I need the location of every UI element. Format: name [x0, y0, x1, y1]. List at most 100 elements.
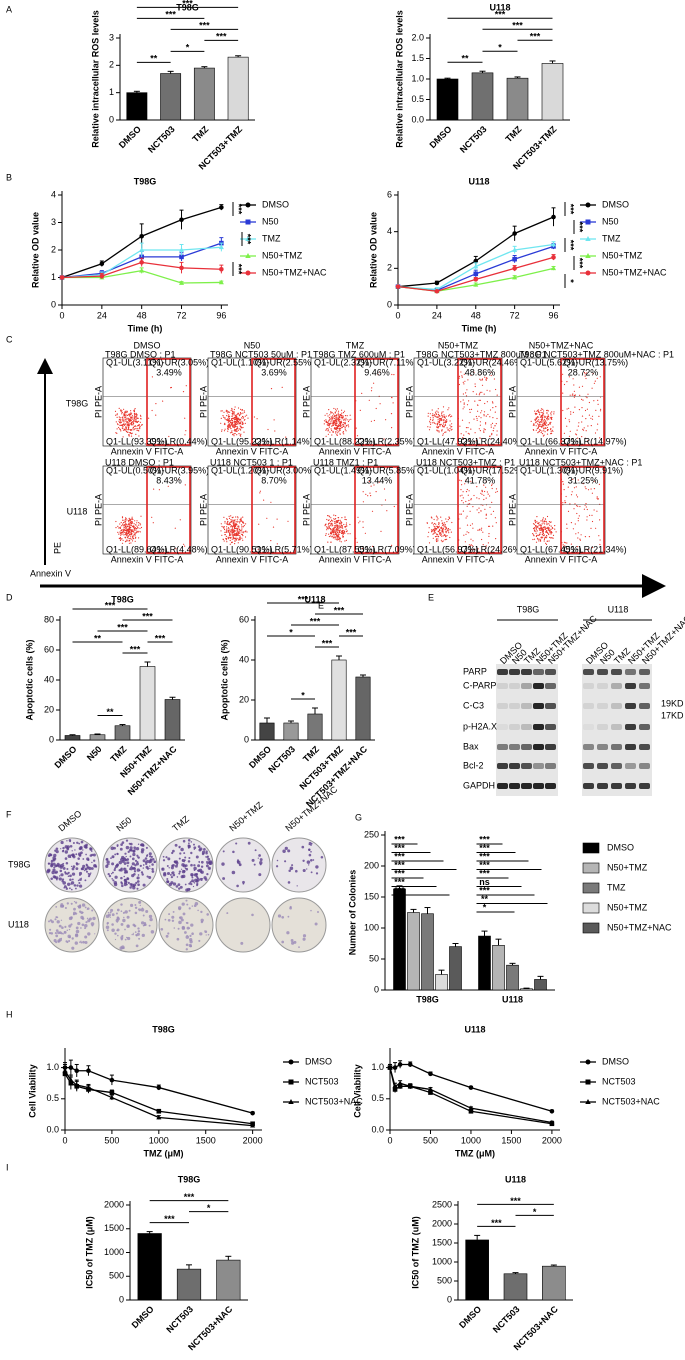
colony: [302, 859, 305, 862]
colony: [186, 926, 190, 930]
event-dot: [334, 520, 336, 522]
event-dot: [344, 526, 346, 528]
event-dot: [532, 538, 534, 541]
event-dot: [226, 526, 228, 528]
event-dot: [236, 414, 238, 416]
bar: [407, 912, 420, 991]
band: [597, 683, 608, 689]
event-dot: [495, 388, 497, 391]
event-dot: [437, 536, 440, 538]
colony: [174, 843, 178, 847]
event-dot: [478, 511, 480, 514]
colony: [114, 853, 117, 856]
event-dot: [571, 394, 573, 396]
event-dot: [591, 520, 594, 523]
colony: [320, 856, 324, 859]
colony: [184, 883, 187, 886]
quadrant-label: Q1-UR(7.11%): [358, 357, 417, 367]
band: [509, 744, 520, 750]
quadrant-label: Q1-UR(13.75%): [564, 357, 629, 367]
band: [521, 683, 532, 689]
event-dot: [491, 401, 494, 403]
event-dot: [541, 418, 544, 420]
event-dot: [338, 524, 340, 527]
event-dot: [240, 518, 242, 520]
data-point: [139, 260, 144, 265]
event-dot: [338, 527, 340, 529]
event-dot: [567, 486, 569, 488]
band: [639, 703, 650, 709]
significance-label: ***: [216, 32, 227, 42]
event-dot: [463, 402, 465, 404]
x-axis-label: TMZ (μM): [455, 1148, 495, 1158]
event-dot: [445, 532, 447, 534]
colony: [48, 869, 51, 872]
event-dot: [347, 533, 349, 535]
event-dot: [391, 544, 393, 547]
event-dot: [446, 535, 448, 537]
event-dot: [587, 440, 589, 442]
event-dot: [124, 418, 126, 420]
event-dot: [235, 420, 237, 422]
event-dot: [585, 503, 587, 505]
significance-label: ***: [394, 851, 405, 861]
event-dot: [597, 399, 599, 401]
event-dot: [595, 409, 597, 411]
event-dot: [442, 522, 444, 524]
colony: [85, 864, 89, 867]
event-dot: [128, 542, 130, 544]
event-dot: [223, 416, 225, 418]
colony: [138, 937, 141, 940]
bar: [64, 735, 81, 741]
event-dot: [220, 530, 222, 532]
colony: [199, 868, 203, 872]
event-dot: [599, 376, 601, 378]
event-dot: [340, 523, 342, 525]
event-dot: [445, 535, 447, 538]
event-dot: [130, 525, 132, 527]
event-dot: [536, 416, 539, 418]
band: [497, 763, 508, 769]
event-dot: [333, 528, 335, 530]
event-dot: [484, 490, 486, 493]
event-dot: [442, 535, 444, 537]
colony: [68, 838, 72, 842]
event-dot: [129, 414, 131, 416]
event-dot: [485, 514, 487, 516]
event-dot: [533, 523, 536, 525]
event-dot: [472, 506, 474, 508]
event-dot: [236, 428, 238, 431]
event-dot: [333, 407, 335, 410]
event-dot: [233, 531, 235, 533]
colony: [178, 870, 182, 873]
event-dot: [128, 528, 130, 530]
event-dot: [591, 415, 594, 417]
event-dot: [471, 549, 473, 551]
significance-label: ***: [184, 1192, 195, 1202]
colony: [288, 869, 291, 873]
colony: [171, 915, 175, 919]
event-dot: [391, 427, 393, 429]
event-dot: [341, 427, 343, 429]
event-dot: [485, 481, 487, 483]
event-dot: [230, 519, 232, 521]
colony: [88, 866, 92, 871]
event-dot: [540, 525, 542, 527]
event-dot: [140, 415, 142, 417]
event-dot: [332, 520, 334, 522]
event-dot: [177, 478, 180, 480]
event-dot: [431, 522, 433, 524]
event-dot: [367, 495, 369, 497]
colony: [187, 844, 191, 849]
colony: [184, 856, 187, 859]
event-dot: [475, 415, 477, 418]
event-dot: [238, 423, 240, 425]
event-dot: [476, 404, 479, 406]
event-dot: [239, 539, 241, 541]
colony: [139, 869, 141, 872]
chart-title: U118: [505, 1174, 526, 1184]
colony: [84, 940, 88, 945]
event-dot: [441, 414, 443, 416]
event-dot: [231, 413, 233, 415]
event-dot: [476, 486, 478, 488]
